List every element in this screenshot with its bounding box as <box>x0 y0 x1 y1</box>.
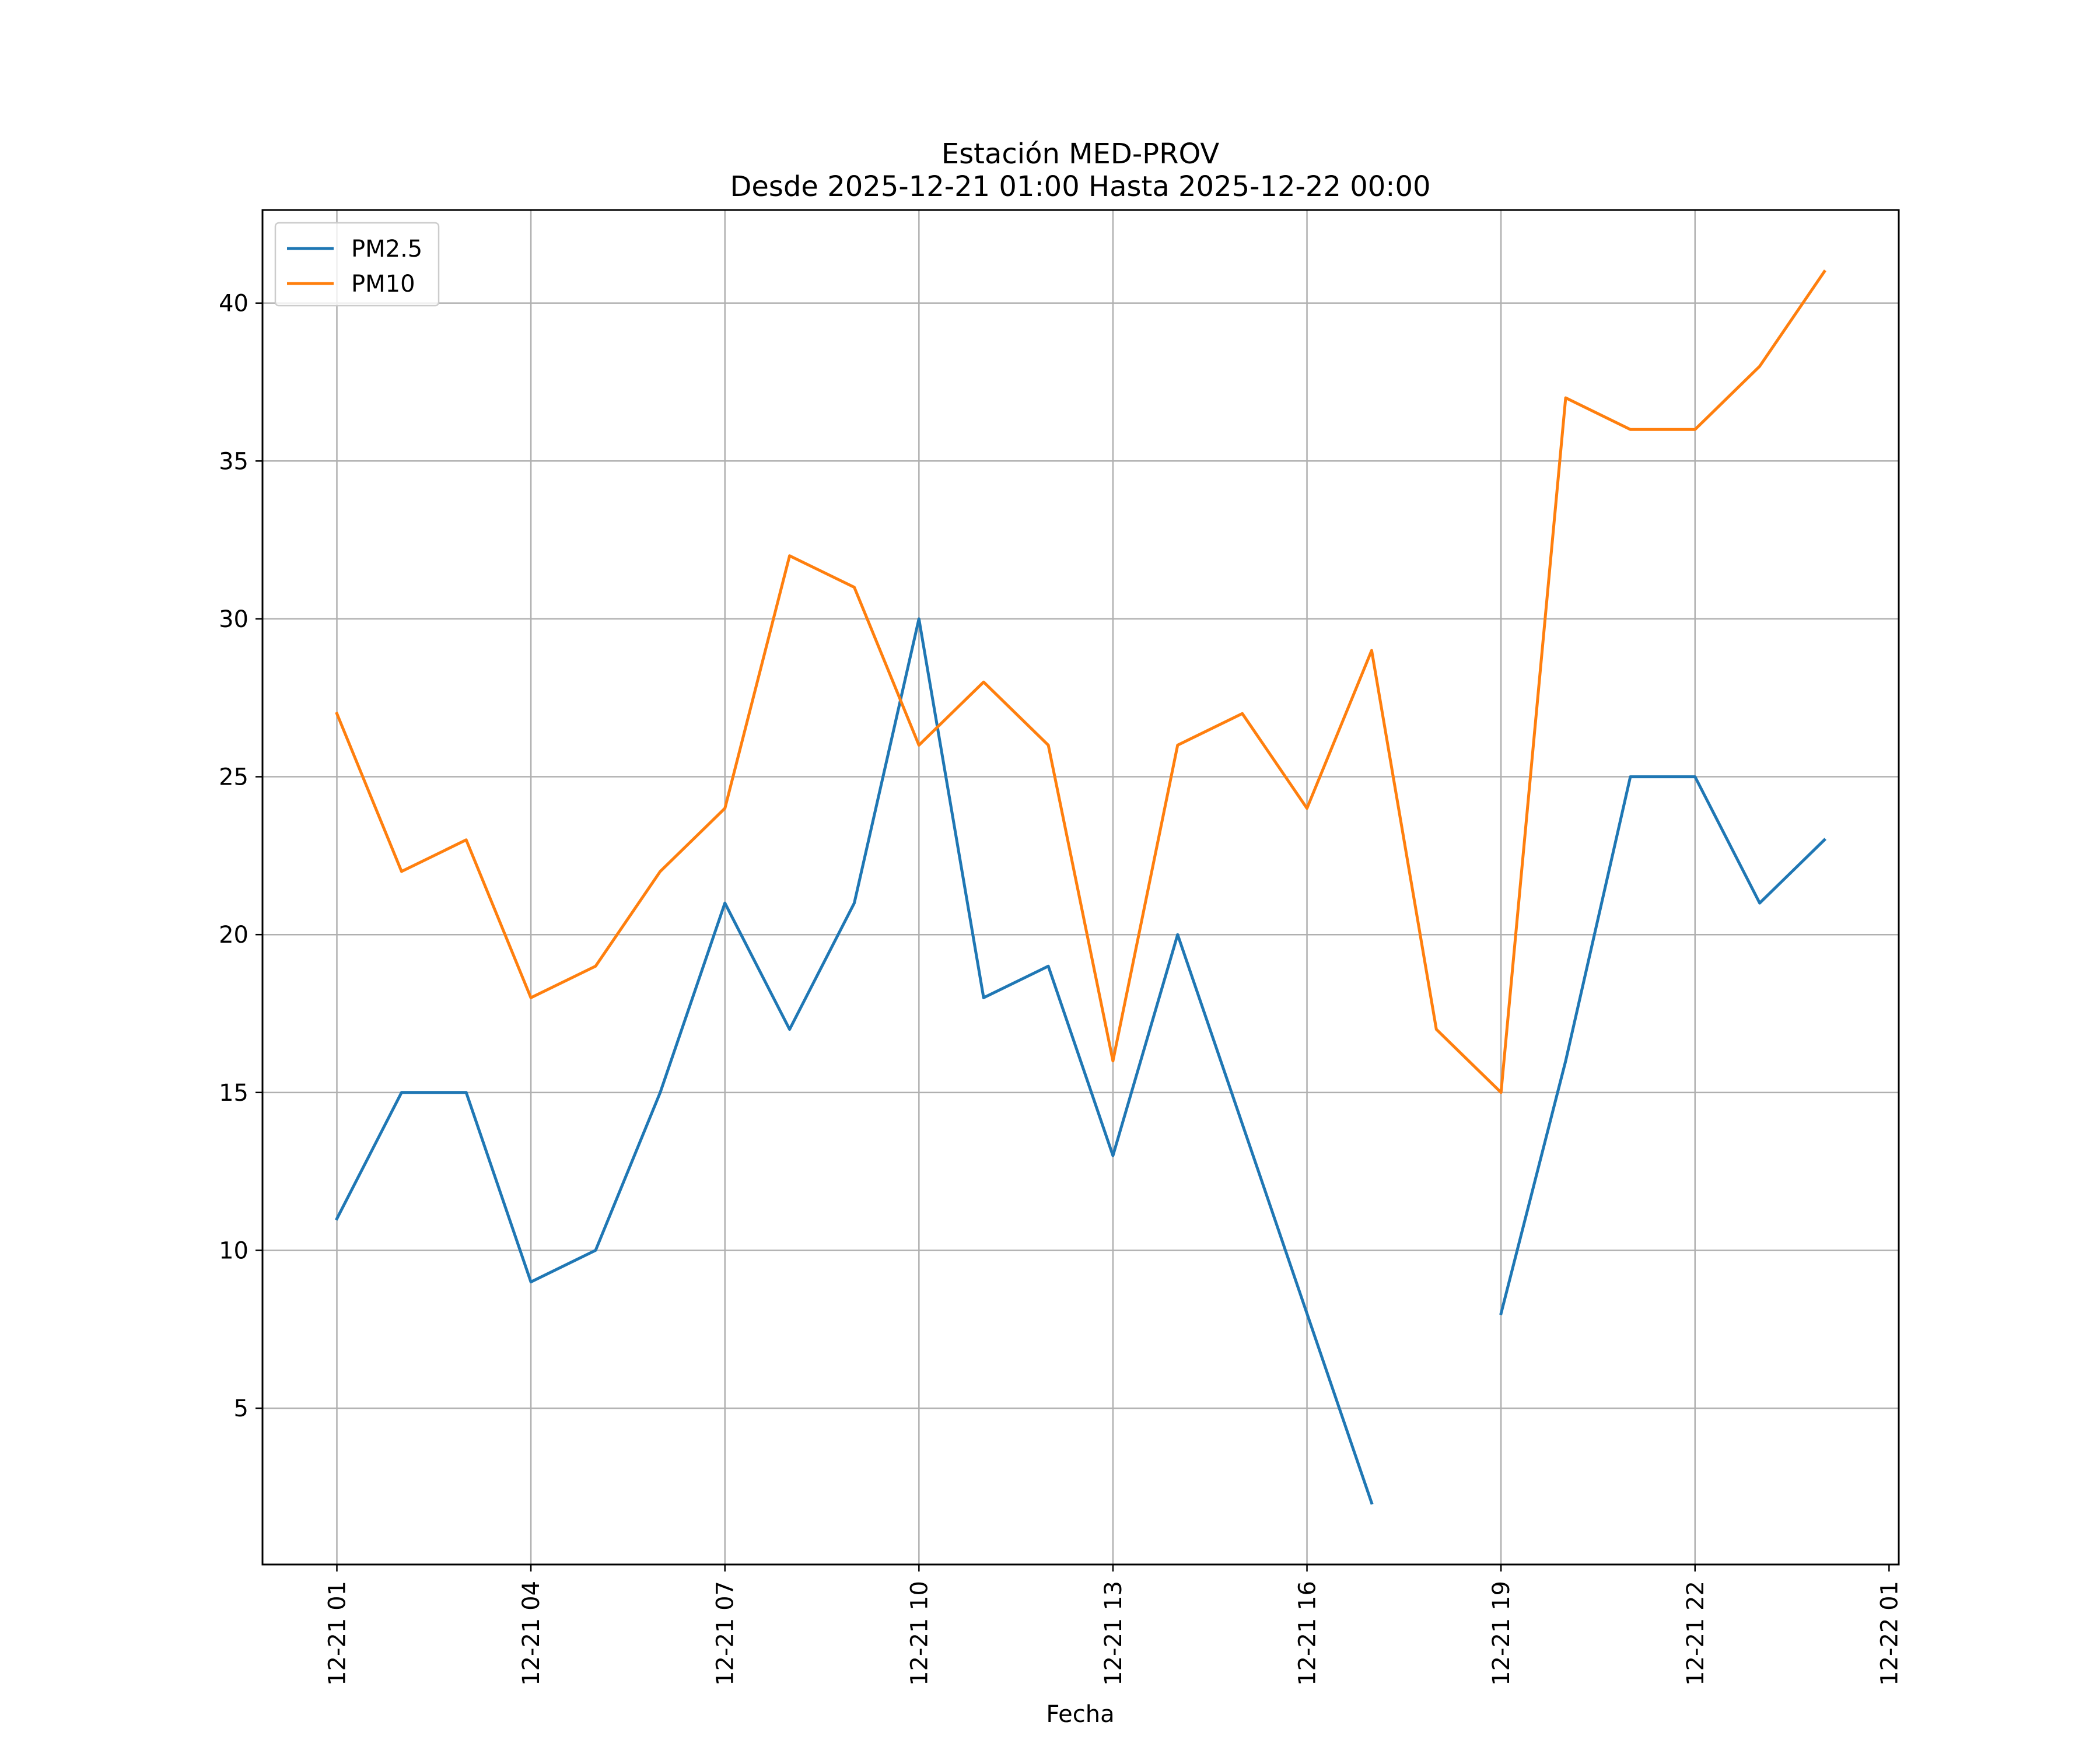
x-tick-label: 12-21 01 <box>324 1581 351 1686</box>
y-tick-label: 30 <box>219 606 249 633</box>
y-tick-label: 10 <box>219 1237 249 1264</box>
y-axis-ticks: 5 10 15 20 25 30 35 40 <box>219 290 262 1422</box>
series-line-pm2-5 <box>1499 775 1827 1315</box>
grid <box>262 210 1899 1564</box>
y-tick-label: 5 <box>234 1395 249 1422</box>
legend-label-pm2-5: PM2.5 <box>351 236 422 262</box>
x-tick-label: 12-21 16 <box>1294 1581 1321 1686</box>
x-tick-label: 12-21 22 <box>1682 1581 1709 1686</box>
x-axis-label: Fecha <box>1046 1701 1114 1728</box>
chart-title: Estación MED-PROV <box>942 138 1220 170</box>
series-line-pm2-5 <box>335 617 1374 1505</box>
y-tick-label: 40 <box>219 290 249 317</box>
x-tick-label: 12-21 04 <box>518 1581 545 1686</box>
series-line-pm10 <box>335 270 1826 1094</box>
legend: PM2.5 PM10 <box>274 222 440 307</box>
y-tick-label: 20 <box>219 922 249 949</box>
chart-subtitle: Desde 2025-12-21 01:00 Hasta 2025-12-22 … <box>730 170 1430 203</box>
y-tick-label: 15 <box>219 1080 249 1107</box>
legend-label-pm10: PM10 <box>351 271 415 298</box>
x-axis-ticks: 12-21 01 12-21 04 12-21 07 12-21 10 12-21 13… <box>324 1564 1903 1686</box>
x-tick-label: 12-21 13 <box>1100 1581 1127 1686</box>
x-tick-label: 12-21 19 <box>1488 1581 1515 1686</box>
series-lines <box>335 270 1827 1505</box>
plot-area-frame <box>261 209 1900 1566</box>
x-tick-label: 12-21 07 <box>712 1581 739 1686</box>
x-tick-label: 12-21 10 <box>906 1581 933 1686</box>
x-tick-label: 12-22 01 <box>1876 1581 1903 1686</box>
y-tick-label: 35 <box>219 448 249 475</box>
y-tick-label: 25 <box>219 764 249 791</box>
